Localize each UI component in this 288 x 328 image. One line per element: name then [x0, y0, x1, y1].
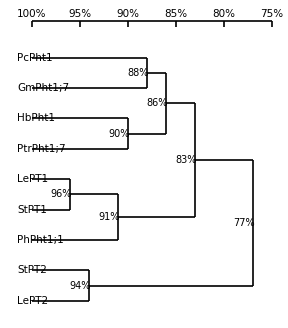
- Text: 83%: 83%: [175, 155, 197, 165]
- Text: PcPht1: PcPht1: [17, 52, 53, 63]
- Text: StPT2: StPT2: [17, 265, 47, 276]
- Text: 90%: 90%: [116, 9, 139, 19]
- Text: 90%: 90%: [108, 129, 130, 139]
- Text: 96%: 96%: [51, 189, 72, 199]
- Text: 94%: 94%: [70, 281, 91, 291]
- Text: LePT2: LePT2: [17, 296, 48, 306]
- Text: StPT1: StPT1: [17, 205, 47, 215]
- Text: 75%: 75%: [260, 9, 283, 19]
- Text: 85%: 85%: [164, 9, 187, 19]
- Text: HbPht1: HbPht1: [17, 113, 55, 123]
- Text: 86%: 86%: [147, 98, 168, 108]
- Text: 80%: 80%: [212, 9, 235, 19]
- Text: 91%: 91%: [98, 212, 120, 222]
- Text: 88%: 88%: [127, 68, 149, 78]
- Text: PhPht1;1: PhPht1;1: [17, 235, 64, 245]
- Text: PtrPht1;7: PtrPht1;7: [17, 144, 66, 154]
- Text: GmPht1;7: GmPht1;7: [17, 83, 69, 93]
- Text: 100%: 100%: [17, 9, 46, 19]
- Text: LePT1: LePT1: [17, 174, 48, 184]
- Text: 95%: 95%: [68, 9, 91, 19]
- Text: 77%: 77%: [233, 218, 255, 228]
